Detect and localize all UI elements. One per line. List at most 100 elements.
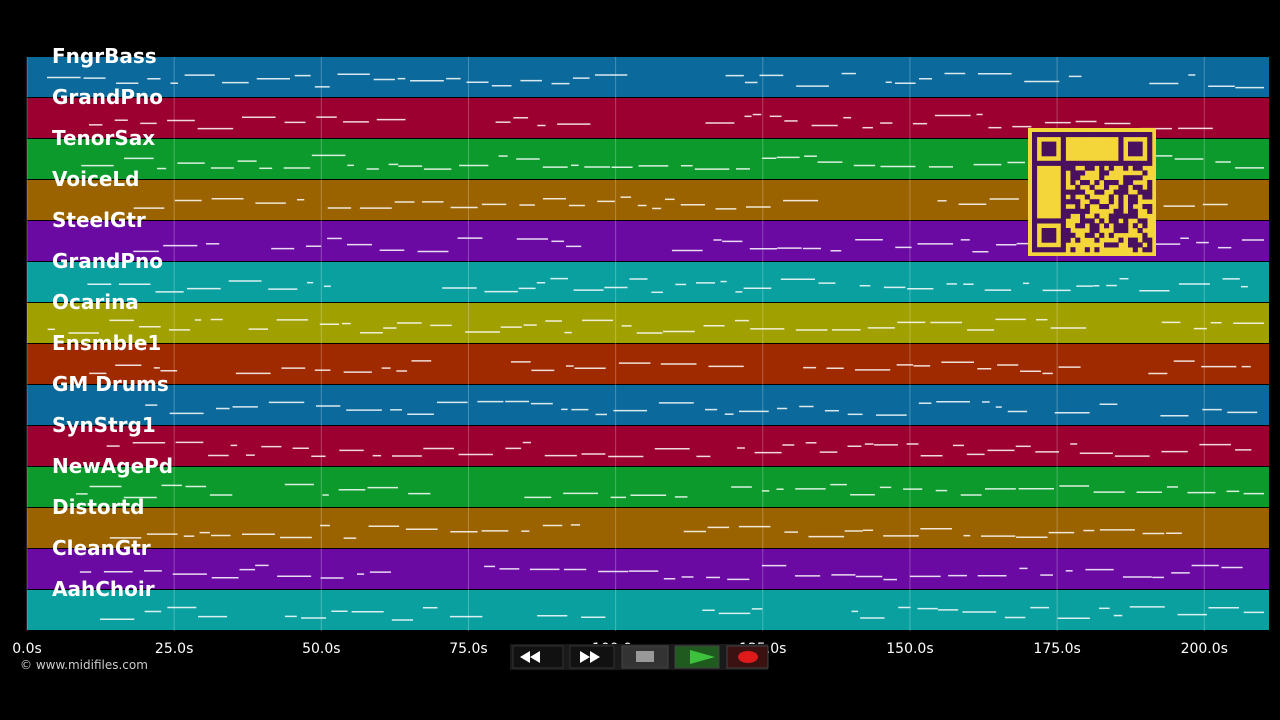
- qr-code: [1028, 128, 1156, 256]
- qr-cell: [1075, 160, 1081, 166]
- qr-cell: [1147, 247, 1153, 253]
- qr-cell: [1142, 194, 1148, 200]
- qr-cell: [1118, 146, 1124, 152]
- qr-cell: [1118, 223, 1124, 229]
- qr-cell: [1060, 223, 1066, 229]
- qr-cell: [1147, 132, 1153, 138]
- track-name: VoiceLd: [52, 167, 139, 191]
- qr-cell: [1142, 218, 1148, 224]
- qr-cell: [1084, 180, 1090, 186]
- qr-cell: [1108, 132, 1114, 138]
- qr-cell: [1080, 218, 1086, 224]
- qr-cell: [1041, 228, 1047, 234]
- qr-cell: [1099, 232, 1105, 238]
- qr-cell: [1080, 213, 1086, 219]
- qr-cell: [1041, 146, 1047, 152]
- qr-cell: [1142, 247, 1148, 253]
- qr-cell: [1041, 218, 1047, 224]
- qr-cell: [1108, 242, 1114, 248]
- qr-cell: [1118, 160, 1124, 166]
- qr-cell: [1113, 180, 1119, 186]
- qr-cell: [1132, 208, 1138, 214]
- qr-cell: [1060, 199, 1066, 205]
- qr-cell: [1051, 247, 1057, 253]
- track-name: SynStrg1: [52, 413, 156, 437]
- qr-cell: [1051, 141, 1057, 147]
- qr-cell: [1060, 242, 1066, 248]
- qr-cell: [1060, 175, 1066, 181]
- track-name: GM Drums: [52, 372, 169, 396]
- qr-cell: [1032, 175, 1038, 181]
- qr-cell: [1142, 232, 1148, 238]
- stop-button[interactable]: [621, 645, 669, 669]
- qr-cell: [1060, 237, 1066, 243]
- qr-cell: [1089, 228, 1095, 234]
- qr-cell: [1128, 175, 1134, 181]
- qr-cell: [1041, 141, 1047, 147]
- track-band: [27, 57, 1269, 97]
- qr-cell: [1099, 165, 1105, 171]
- rewind-button[interactable]: [512, 645, 564, 669]
- track-name: AahChoir: [52, 577, 155, 601]
- qr-cell: [1075, 208, 1081, 214]
- qr-cell: [1128, 199, 1134, 205]
- qr-cell: [1132, 247, 1138, 253]
- transport-controls: [510, 644, 769, 670]
- qr-cell: [1065, 189, 1071, 195]
- qr-cell: [1065, 228, 1071, 234]
- qr-cell: [1032, 141, 1038, 147]
- qr-cell: [1065, 199, 1071, 205]
- qr-cell: [1147, 146, 1153, 152]
- qr-cell: [1070, 180, 1076, 186]
- qr-cell: [1104, 184, 1110, 190]
- qr-cell: [1084, 204, 1090, 210]
- qr-cell: [1118, 213, 1124, 219]
- qr-cell: [1080, 189, 1086, 195]
- qr-cell: [1070, 199, 1076, 205]
- qr-cell: [1118, 136, 1124, 142]
- grid: [26, 57, 1205, 631]
- record-button[interactable]: [726, 645, 769, 669]
- qr-cell: [1123, 223, 1129, 229]
- qr-cell: [1147, 151, 1153, 157]
- qr-cell: [1084, 232, 1090, 238]
- qr-cell: [1137, 141, 1143, 147]
- qr-cell: [1032, 237, 1038, 243]
- qr-cell: [1080, 132, 1086, 138]
- qr-cell: [1142, 223, 1148, 229]
- qr-cell: [1032, 156, 1038, 162]
- qr-cell: [1041, 247, 1047, 253]
- qr-cell: [1070, 132, 1076, 138]
- qr-cell: [1060, 194, 1066, 200]
- qr-cell: [1118, 151, 1124, 157]
- qr-cell: [1060, 170, 1066, 176]
- qr-cell: [1128, 204, 1134, 210]
- forward-button[interactable]: [569, 645, 615, 669]
- qr-cell: [1041, 237, 1047, 243]
- qr-cell: [1123, 189, 1129, 195]
- track-band: [27, 344, 1269, 384]
- tick-label: 50.0s: [302, 641, 340, 657]
- qr-cell: [1046, 232, 1052, 238]
- qr-cell: [1070, 160, 1076, 166]
- track-name: CleanGtr: [52, 536, 151, 560]
- qr-cell: [1094, 199, 1100, 205]
- qr-cell: [1075, 175, 1081, 181]
- qr-cell: [1094, 228, 1100, 234]
- qr-cell: [1137, 165, 1143, 171]
- qr-cell: [1147, 204, 1153, 210]
- qr-cell: [1094, 132, 1100, 138]
- qr-cell: [1032, 165, 1038, 171]
- qr-cell: [1128, 141, 1134, 147]
- qr-cell: [1128, 237, 1134, 243]
- play-button[interactable]: [674, 645, 720, 669]
- qr-cell: [1065, 132, 1071, 138]
- qr-cell: [1128, 132, 1134, 138]
- qr-cell: [1128, 213, 1134, 219]
- qr-cell: [1142, 170, 1148, 176]
- qr-cell: [1075, 204, 1081, 210]
- qr-cell: [1132, 237, 1138, 243]
- qr-cell: [1032, 189, 1038, 195]
- qr-cell: [1113, 213, 1119, 219]
